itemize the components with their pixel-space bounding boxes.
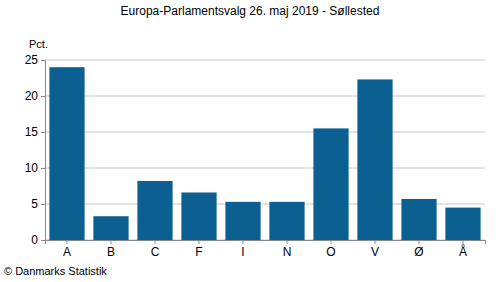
y-axis-line — [41, 61, 46, 241]
grid-line — [45, 96, 485, 97]
y-tick: 20 — [25, 89, 45, 103]
x-tick: V — [371, 240, 379, 259]
y-axis-label: Pct. — [29, 38, 48, 50]
bar — [137, 181, 172, 240]
bars — [49, 67, 480, 240]
x-tick: O — [326, 240, 335, 259]
x-axis: ABCFINOVØÅ — [46, 240, 486, 259]
chart: Europa-Parlamentsvalg 26. maj 2019 - Søl… — [0, 0, 500, 282]
bar — [445, 208, 480, 240]
x-tick-label: C — [151, 245, 160, 259]
x-tick-label: A — [63, 245, 71, 259]
x-axis-line — [46, 241, 486, 245]
x-tick: B — [107, 240, 115, 259]
grid-line — [45, 168, 485, 169]
x-tick-label: B — [107, 245, 115, 259]
x-tick-label: F — [195, 245, 202, 259]
x-tick: Å — [459, 240, 467, 259]
y-tick-mark — [41, 96, 45, 97]
y-tick-mark — [41, 168, 45, 169]
x-tick-label: I — [241, 245, 244, 259]
x-tick-label: O — [326, 245, 335, 259]
y-tick-label: 20 — [25, 89, 39, 103]
y-tick-label: 15 — [25, 125, 39, 139]
x-tick-mark — [463, 240, 464, 244]
y-tick-mark — [41, 132, 45, 133]
y-tick-mark — [41, 240, 45, 241]
x-tick-mark — [375, 240, 376, 244]
x-tick-mark — [199, 240, 200, 244]
bar — [49, 67, 84, 240]
bar — [357, 79, 392, 240]
y-tick: 0 — [31, 233, 45, 247]
bar — [313, 128, 348, 240]
x-tick: I — [241, 240, 244, 259]
x-tick-label: Ø — [414, 245, 423, 259]
bar — [269, 202, 304, 240]
y-tick-label: 25 — [25, 53, 39, 67]
grid-line — [45, 60, 485, 61]
x-tick: N — [283, 240, 292, 259]
bar — [93, 216, 128, 240]
y-axis: 0 5 10 15 20 25 — [25, 53, 46, 247]
x-tick-mark — [111, 240, 112, 244]
y-tick: 5 — [31, 197, 45, 211]
plot: 0 5 10 15 20 25 A B C F I N O V Ø Å — [25, 53, 486, 258]
source: © Danmarks Statistik — [4, 265, 107, 277]
x-tick-label: Å — [459, 244, 467, 259]
x-tick-mark — [331, 240, 332, 244]
y-tick: 10 — [25, 161, 45, 175]
y-tick-label: 5 — [31, 197, 38, 211]
title: Europa-Parlamentsvalg 26. maj 2019 - Søl… — [121, 4, 380, 18]
grid-line — [45, 132, 485, 133]
grid — [45, 60, 485, 240]
x-tick: F — [195, 240, 202, 259]
y-tick-label: 10 — [25, 161, 39, 175]
x-tick-mark — [419, 240, 420, 244]
bar — [181, 192, 216, 240]
bar — [225, 202, 260, 240]
x-tick-label: N — [283, 245, 292, 259]
bar — [401, 199, 436, 240]
x-tick-mark — [287, 240, 288, 244]
x-tick-label: V — [371, 245, 379, 259]
y-tick-mark — [41, 60, 45, 61]
y-tick-mark — [41, 204, 45, 205]
x-tick: C — [151, 240, 160, 259]
x-tick-mark — [155, 240, 156, 244]
x-tick-mark — [243, 240, 244, 244]
y-tick: 25 — [25, 53, 45, 67]
x-tick: Ø — [414, 240, 423, 259]
x-tick: A — [63, 240, 71, 259]
y-tick-label: 0 — [31, 233, 38, 247]
y-tick: 15 — [25, 125, 45, 139]
x-tick-mark — [67, 240, 68, 244]
